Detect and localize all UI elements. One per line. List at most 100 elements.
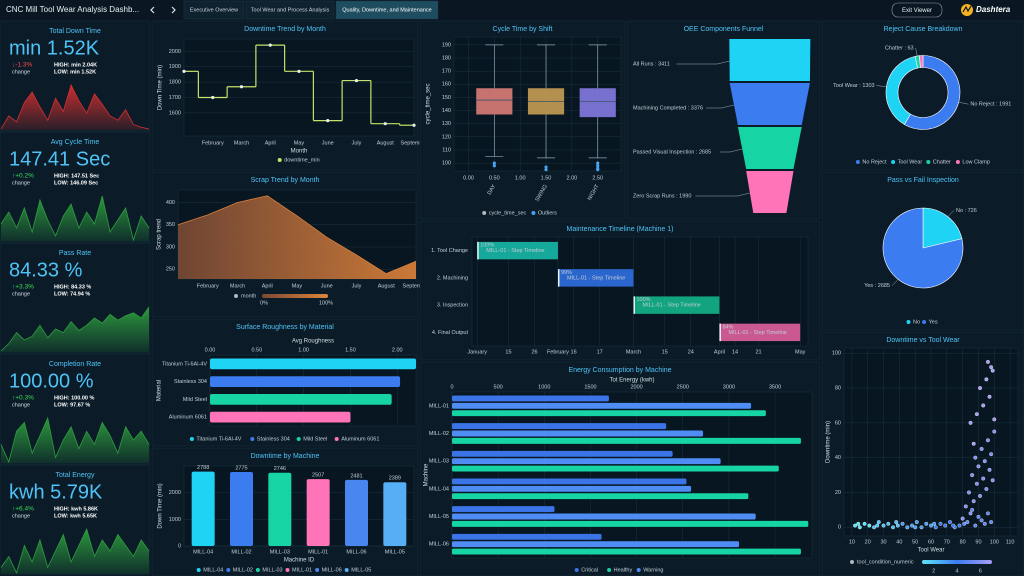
x-tick-label: March xyxy=(234,140,249,146)
point xyxy=(976,464,981,469)
plot-area xyxy=(183,465,415,547)
funnel-stage xyxy=(737,127,802,169)
point xyxy=(978,494,982,498)
x-tick-label: 2.00 xyxy=(392,347,403,353)
kpi-title: Avg Cycle Time xyxy=(51,139,100,146)
bar xyxy=(452,437,801,444)
point xyxy=(979,518,984,523)
x-tick-label: 21 xyxy=(755,349,761,355)
point xyxy=(979,447,984,451)
point xyxy=(968,511,973,516)
x-tick-label: 2.50 xyxy=(592,175,603,181)
x-tick-label: May xyxy=(294,140,305,146)
sparkline xyxy=(0,416,150,464)
point xyxy=(962,521,967,526)
chart-title: Surface Roughness by Material xyxy=(236,324,334,331)
bar xyxy=(452,458,721,465)
brand-name: Dashtera xyxy=(976,5,1011,14)
legend-label: MILL-02 xyxy=(233,567,253,573)
slice-label: No : 726 xyxy=(956,208,977,214)
x-tick-label: 15 xyxy=(505,349,511,355)
point xyxy=(891,525,895,530)
point xyxy=(967,490,971,495)
nav-forward[interactable] xyxy=(171,6,176,14)
x-tick-label: 1.00 xyxy=(298,347,309,353)
bar xyxy=(452,548,801,555)
x-tick-label: 30 xyxy=(880,539,886,545)
legend-swatch xyxy=(855,160,860,164)
progress-label: 100% xyxy=(636,297,650,303)
bar xyxy=(452,493,749,500)
gradient-label: 100% xyxy=(319,300,333,306)
leader-line xyxy=(676,60,730,65)
point xyxy=(970,507,975,512)
point xyxy=(960,516,965,521)
point xyxy=(867,523,872,528)
point xyxy=(913,525,918,530)
data-label: 2746 xyxy=(274,466,286,472)
sparkline xyxy=(0,83,150,130)
legend-swatch xyxy=(906,320,911,324)
x-tick-label: August xyxy=(377,140,395,146)
point xyxy=(929,523,933,528)
point xyxy=(971,441,976,446)
point xyxy=(982,521,987,526)
dashboard-title: CNC Mill Tool Wear Analysis Dashb... xyxy=(6,5,139,14)
x-axis-title: Month xyxy=(291,149,308,155)
point xyxy=(990,478,995,483)
funnel-stage xyxy=(729,83,810,125)
bar xyxy=(452,395,609,402)
leader-line xyxy=(915,48,918,57)
bar xyxy=(383,482,407,546)
y-tick-label: MILL-04 xyxy=(429,486,449,492)
x-tick-label: 3500 xyxy=(769,384,781,390)
nav-back[interactable] xyxy=(150,6,155,14)
y-tick-label: Titanium Ti-6Al-4V xyxy=(162,361,207,367)
category-label: DAY xyxy=(487,183,498,196)
y-tick-label: MILL-02 xyxy=(429,431,449,437)
y-tick-label: 140 xyxy=(442,108,451,114)
data-label: 2775 xyxy=(235,465,247,471)
point xyxy=(914,520,919,525)
x-tick-label: March xyxy=(626,349,641,355)
legend-swatch xyxy=(234,294,238,298)
tab[interactable] xyxy=(245,0,335,20)
x-tick-label: MILL-01 xyxy=(308,549,328,555)
x-tick-label: MILL-02 xyxy=(231,549,251,555)
chart-title: Pass vs Fail Inspection xyxy=(887,177,959,184)
kpi-high: HIGH: 84.33 % xyxy=(54,284,91,290)
point xyxy=(968,420,973,425)
x-tick-label: 50 xyxy=(912,539,918,545)
bar xyxy=(268,472,292,546)
legend-swatch xyxy=(344,568,349,572)
x-tick-label: 26 xyxy=(531,349,537,355)
kpi-low: LOW: 97.67 % xyxy=(54,402,90,408)
stage-label: Passed Visual Inspection : 2685 xyxy=(633,149,711,155)
y-tick-label: 3. Inspection xyxy=(437,303,468,309)
legend-label: Yes xyxy=(929,319,938,325)
tab[interactable] xyxy=(335,0,439,20)
y-tick-label: 150 xyxy=(442,95,451,101)
y-tick-label: 180 xyxy=(442,55,451,61)
box xyxy=(579,88,616,118)
legend-swatch xyxy=(250,437,255,441)
bar xyxy=(452,533,602,540)
point xyxy=(984,487,989,491)
tab[interactable] xyxy=(183,0,245,20)
y-tick-label: 1. Tool Change xyxy=(431,248,468,254)
slice xyxy=(922,207,963,249)
point xyxy=(984,377,989,382)
x-tick-label: 1000 xyxy=(538,384,550,390)
legend-swatch xyxy=(926,160,931,164)
x-tick-label: September xyxy=(401,140,428,146)
point xyxy=(383,122,387,126)
y-tick-label: 130 xyxy=(442,121,451,127)
point xyxy=(976,514,981,519)
x-tick-label: 100 xyxy=(990,539,999,545)
x-tick-label: MILL-04 xyxy=(193,549,213,555)
exit-button[interactable] xyxy=(891,2,943,18)
point xyxy=(985,359,990,364)
x-tick-label: 80 xyxy=(960,539,966,545)
x-tick-label: 10 xyxy=(849,539,855,545)
sparkline-area xyxy=(1,85,149,130)
